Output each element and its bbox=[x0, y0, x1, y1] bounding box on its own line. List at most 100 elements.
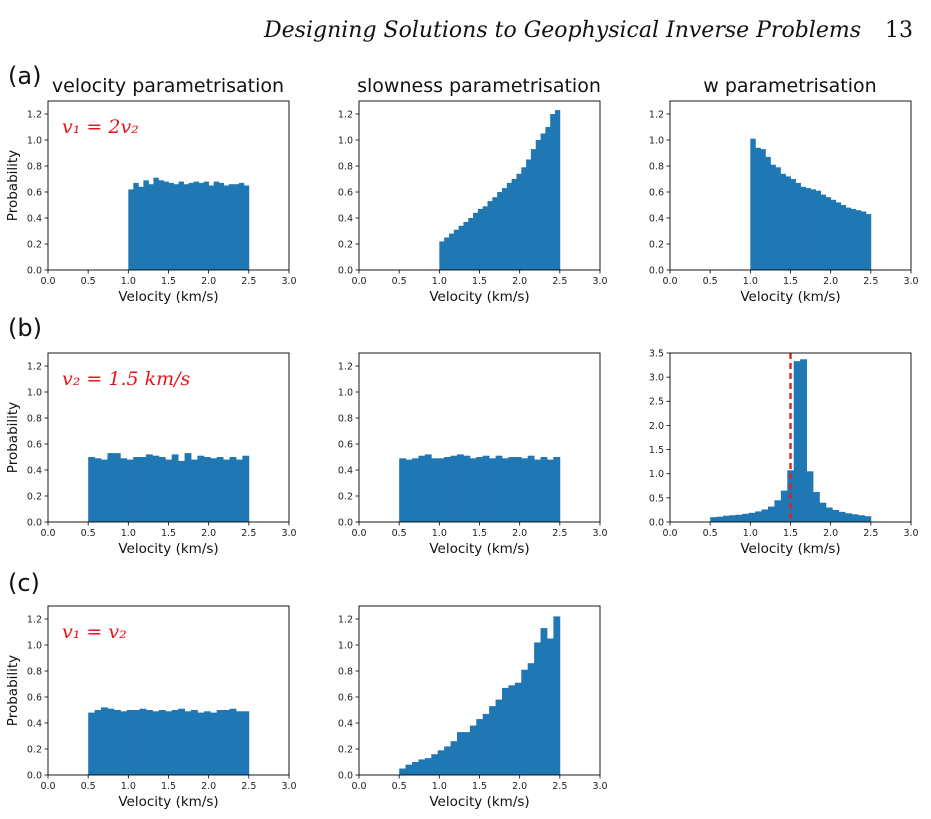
bar-b2-5 bbox=[431, 458, 439, 522]
xtick-label-a1-2: 1.0 bbox=[121, 276, 136, 287]
ylabel-c1: Probability bbox=[5, 655, 21, 726]
ytick-label-b1-0: 0.0 bbox=[27, 517, 42, 528]
bar-a1-7 bbox=[163, 181, 169, 270]
ytick-label-c1-6: 1.2 bbox=[27, 614, 42, 625]
xtick-label-a3-4: 2.0 bbox=[823, 276, 838, 287]
ytick-label-a2-6: 1.2 bbox=[338, 109, 353, 120]
ytick-label-b2-2: 0.4 bbox=[338, 465, 353, 476]
ytick-label-c2-3: 0.6 bbox=[338, 692, 353, 703]
bar-b1-8 bbox=[139, 457, 147, 522]
bar-c1-1 bbox=[94, 710, 102, 775]
bar-b3-6 bbox=[748, 512, 756, 522]
ytick-label-c1-3: 0.6 bbox=[27, 692, 42, 703]
bar-b2-1 bbox=[405, 459, 413, 522]
panel-b2: 0.0 0.5 1.0 1.5 2.0 2.5 3.0 0.0 0.2 0.4 0.6 0.8 1.0 1… bbox=[338, 352, 608, 557]
bar-b1-18 bbox=[203, 457, 211, 522]
xtick-label-c1-3: 1.5 bbox=[161, 781, 176, 792]
ytick-label-a1-4: 0.8 bbox=[27, 161, 42, 172]
xtick-label-b1-3: 1.5 bbox=[161, 528, 176, 539]
bar-b2-14 bbox=[489, 458, 496, 522]
bar-c1-12 bbox=[165, 711, 173, 775]
column-title-slowness: slowness parametrisation bbox=[357, 75, 601, 97]
xtick-label-a3-5: 2.5 bbox=[863, 276, 878, 287]
xtick-label-a2-4: 2.0 bbox=[512, 276, 527, 287]
xtick-label-a3-3: 1.5 bbox=[783, 276, 798, 287]
bar-a2-2 bbox=[448, 233, 455, 270]
bar-a3-9 bbox=[795, 182, 801, 270]
bar-c1-4 bbox=[113, 710, 121, 775]
xtick-label-b2-0: 0.0 bbox=[351, 528, 366, 539]
xtick-label-c1-1: 0.5 bbox=[81, 781, 96, 792]
bar-a3-18 bbox=[840, 205, 847, 270]
xtick-label-a2-6: 3.0 bbox=[592, 276, 607, 287]
ytick-label-b1-6: 1.2 bbox=[27, 361, 42, 372]
bar-c1-16 bbox=[190, 710, 198, 775]
xtick-label-b1-2: 1.0 bbox=[121, 528, 136, 539]
xtick-label-b3-5: 2.5 bbox=[863, 528, 878, 539]
xtick-label-b1-5: 2.5 bbox=[241, 528, 256, 539]
panel-a1: 0.0 0.5 1.0 1.5 2.0 2.5 3.0 0.0 0.2 0.4 0.6 0.8 1.0 1… bbox=[5, 100, 297, 305]
bar-a2-10 bbox=[487, 201, 493, 270]
bar-c1-6 bbox=[126, 710, 134, 775]
bar-a2-20 bbox=[535, 140, 541, 270]
bar-b3-17 bbox=[819, 502, 827, 522]
bar-c2-2 bbox=[412, 762, 419, 775]
bar-b2-3 bbox=[418, 455, 426, 522]
bar-a2-0 bbox=[439, 241, 445, 270]
ytick-label-b3-0: 0.0 bbox=[649, 517, 664, 528]
bar-b1-23 bbox=[235, 459, 243, 522]
xtick-label-b2-6: 3.0 bbox=[592, 528, 607, 539]
xtick-label-a3-0: 0.0 bbox=[662, 276, 677, 287]
bar-a2-6 bbox=[468, 218, 474, 270]
xtick-label-a2-3: 1.5 bbox=[472, 276, 487, 287]
ytick-label-b2-1: 0.2 bbox=[338, 491, 353, 502]
bar-a1-10 bbox=[178, 181, 184, 270]
xtick-label-c1-4: 2.0 bbox=[201, 781, 216, 792]
ytick-label-b1-4: 0.8 bbox=[27, 413, 42, 424]
bar-a1-5 bbox=[153, 177, 159, 270]
xtick-label-a3-1: 0.5 bbox=[703, 276, 718, 287]
bar-a3-0 bbox=[750, 138, 756, 270]
bar-c2-21 bbox=[534, 642, 541, 775]
bar-a3-23 bbox=[865, 214, 872, 270]
bar-b1-11 bbox=[158, 457, 166, 522]
xlabel-b3: Velocity (km/s) bbox=[740, 541, 840, 557]
xtick-label-b1-1: 0.5 bbox=[81, 528, 96, 539]
bar-b3-1 bbox=[716, 516, 724, 522]
bar-b2-9 bbox=[457, 454, 464, 522]
ytick-label-c1-5: 1.0 bbox=[27, 640, 42, 651]
bar-b3-15 bbox=[806, 471, 814, 522]
bar-b2-7 bbox=[444, 457, 451, 522]
bar-a3-13 bbox=[815, 190, 822, 270]
bar-c1-11 bbox=[158, 710, 166, 775]
bar-b1-20 bbox=[216, 457, 224, 522]
bar-b3-3 bbox=[729, 515, 737, 522]
bar-a2-5 bbox=[463, 221, 469, 270]
bar-c1-17 bbox=[197, 712, 205, 775]
bar-a2-13 bbox=[501, 188, 508, 270]
bar-c1-21 bbox=[223, 710, 230, 775]
ytick-label-b3-1: 0.5 bbox=[649, 493, 664, 504]
ytick-label-b2-5: 1.0 bbox=[338, 387, 353, 398]
panel-c1: 0.0 0.5 1.0 1.5 2.0 2.5 3.0 0.0 0.2 0.4 0.6 0.8 1.0 1… bbox=[5, 605, 297, 810]
bar-a3-3 bbox=[765, 156, 771, 270]
bar-a3-19 bbox=[845, 207, 852, 270]
bar-b2-20 bbox=[527, 455, 535, 522]
xtick-label-a1-0: 0.0 bbox=[40, 276, 55, 287]
bar-c1-0 bbox=[88, 712, 95, 775]
ytick-label-a2-0: 0.0 bbox=[338, 265, 353, 276]
ytick-label-a2-3: 0.6 bbox=[338, 187, 353, 198]
bar-c2-13 bbox=[482, 713, 490, 775]
bar-c1-19 bbox=[210, 712, 218, 775]
ytick-label-b3-4: 2.0 bbox=[649, 421, 664, 432]
ytick-label-c1-2: 0.4 bbox=[27, 718, 42, 729]
ytick-label-c1-0: 0.0 bbox=[27, 770, 42, 781]
xtick-label-c2-3: 1.5 bbox=[472, 781, 487, 792]
bar-a3-2 bbox=[760, 149, 766, 270]
bar-c1-8 bbox=[139, 708, 147, 775]
bar-b2-17 bbox=[508, 457, 516, 522]
xtick-label-b1-6: 3.0 bbox=[281, 528, 296, 539]
bar-a3-15 bbox=[825, 197, 832, 270]
bar-c2-10 bbox=[463, 732, 471, 775]
